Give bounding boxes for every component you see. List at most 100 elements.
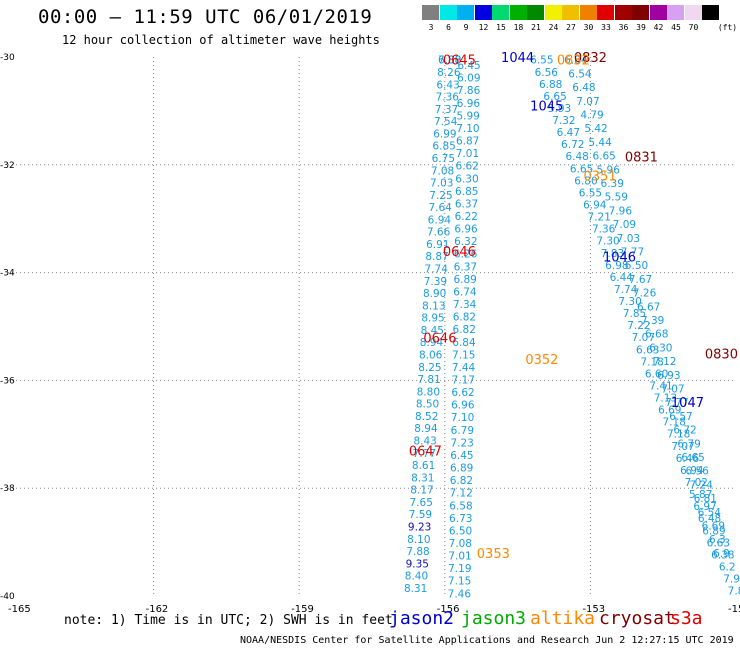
wave-height-value: 6.50 — [449, 525, 472, 537]
wave-height-value: 8.10 — [407, 534, 430, 546]
wave-height-value: 6.69 — [702, 520, 725, 532]
wave-height-value: 7.86 — [457, 85, 481, 97]
longitude-label: -153 — [582, 604, 605, 615]
pass-time-label: 0646 — [423, 331, 456, 346]
wave-height-value: 6.74 — [453, 286, 477, 298]
wave-height-value: 6.67 — [637, 301, 660, 313]
wave-height-value: 5.99 — [456, 110, 479, 122]
scale-swatch — [702, 5, 719, 20]
wave-height-value: 6.32 — [454, 236, 477, 248]
wave-height-value: 6.57 — [669, 411, 692, 423]
wave-height-value: 7.83 — [601, 248, 624, 260]
satellite-legend-item: cryosat — [599, 608, 675, 629]
wave-height-value: 8.95 — [421, 313, 444, 325]
scale-swatch — [457, 5, 474, 20]
wave-height-value: 8.31 — [411, 472, 434, 484]
wave-height-value: 6.65 — [570, 163, 593, 175]
wave-height-value: 7.34 — [453, 299, 477, 311]
wave-height-value: 7.23 — [450, 437, 473, 449]
wave-height-value: 5.42 — [584, 123, 607, 135]
wave-height-value: 6.47 — [557, 127, 580, 139]
scale-swatch — [684, 5, 702, 20]
wave-height-value: 8.50 — [416, 399, 439, 411]
longitude-label: -150 — [728, 604, 740, 615]
wave-height-value: 8.87 — [425, 251, 448, 263]
wave-height-value: 7.30 — [618, 296, 641, 308]
wave-height-value: 7.9 — [723, 574, 740, 586]
wave-height-value: 6.43 — [436, 79, 459, 91]
wave-height-value: 6.56 — [685, 466, 709, 478]
footnote: note: 1) Time is in UTC; 2) SWH is in fe… — [64, 613, 393, 628]
wave-height-value: 7.39 — [424, 276, 447, 288]
wave-height-value: 6.48 — [565, 151, 588, 163]
wave-height-value: 8.80 — [417, 386, 440, 398]
wave-height-value: 7.03 — [617, 233, 640, 245]
wave-height-value: 7.54 — [434, 116, 458, 128]
wave-height-value: 8.17 — [410, 485, 433, 497]
wave-height-value: 7.32 — [552, 115, 575, 127]
wave-height-value: 7.64 — [428, 202, 452, 214]
scale-swatch — [562, 5, 579, 20]
wave-height-value: 7.10 — [451, 412, 474, 424]
wave-height-value: 8.31 — [404, 583, 427, 595]
scale-swatch — [579, 5, 597, 20]
wave-height-value: 6.82 — [450, 475, 473, 487]
wave-height-value: 9.35 — [406, 558, 429, 570]
wave-height-value: 7.66 — [427, 227, 451, 239]
wave-height-value: 6.37 — [455, 198, 478, 210]
scale-swatch — [632, 5, 649, 20]
wave-height-value: 7.21 — [588, 212, 611, 224]
page-title: 00:00 – 11:59 UTC 06/01/2019 — [38, 6, 373, 28]
wave-height-value: 7.41 — [649, 380, 672, 392]
scale-label: 18 — [513, 23, 524, 32]
longitude-label: -159 — [291, 604, 314, 615]
wave-height-value: 6.45 — [457, 60, 480, 72]
wave-height-value: 6.65 — [681, 452, 704, 464]
wave-height-value: 7.88 — [406, 546, 429, 558]
scale-label: 9 — [463, 23, 469, 32]
satellite-legend-item: jason3 — [461, 608, 527, 629]
scale-label: 12 — [478, 23, 489, 32]
wave-height-value: 6.82 — [453, 312, 476, 324]
wave-height-value: 6.38 — [711, 549, 734, 561]
wave-height-value: 7.85 — [623, 308, 646, 320]
wave-height-value: 6.63 — [707, 537, 730, 549]
wave-height-value: 6.91 — [426, 239, 449, 251]
wave-height-value: 6.81 — [694, 493, 717, 505]
wave-height-value: 6.09 — [457, 73, 480, 85]
scale-label: 42 — [653, 23, 664, 32]
satellite-legend-item: jason2 — [389, 608, 455, 629]
wave-height-value: 6.48 — [698, 513, 721, 525]
page-subtitle: 12 hour collection of altimeter wave hei… — [62, 33, 380, 47]
wave-height-value: 6.75 — [432, 153, 455, 165]
pass-time-label: 1046 — [603, 250, 636, 265]
wave-height-value: 8.90 — [423, 288, 446, 300]
scale-swatch — [422, 5, 439, 20]
wave-height-value: 6.80 — [574, 175, 597, 187]
wave-height-value: 5.93 — [548, 103, 571, 115]
satellite-legend-item: s3a — [670, 608, 703, 629]
wave-height-value: 6.94 — [680, 465, 704, 477]
wave-height-value: 7.26 — [633, 288, 657, 300]
wave-height-value: 6.88 — [539, 79, 562, 91]
scale-unit-label: (ft) — [717, 23, 738, 32]
pass-time-label: 0832 — [557, 54, 590, 69]
wave-height-value: 5.44 — [588, 137, 612, 149]
scale-swatch — [492, 5, 509, 20]
wave-height-value: 7.25 — [429, 190, 452, 202]
scale-label: 15 — [496, 23, 506, 32]
wave-height-value: 6.55 — [579, 187, 602, 199]
wave-height-value: 6.60 — [645, 368, 668, 380]
wave-height-value: 7.03 — [430, 178, 453, 190]
wave-height-value: 6.44 — [610, 272, 634, 284]
wave-height-value: 7.07 — [576, 96, 599, 108]
latitude-label: -34 — [0, 269, 15, 279]
wave-height-value: 7.67 — [629, 274, 652, 286]
wave-height-value: 7.08 — [449, 538, 472, 550]
wave-height-value: 6.94 — [428, 214, 452, 226]
latitude-label: -40 — [0, 592, 15, 602]
wave-height-value: 7.12 — [653, 356, 676, 368]
scale-swatch — [597, 5, 614, 20]
scale-label: 24 — [548, 23, 559, 32]
